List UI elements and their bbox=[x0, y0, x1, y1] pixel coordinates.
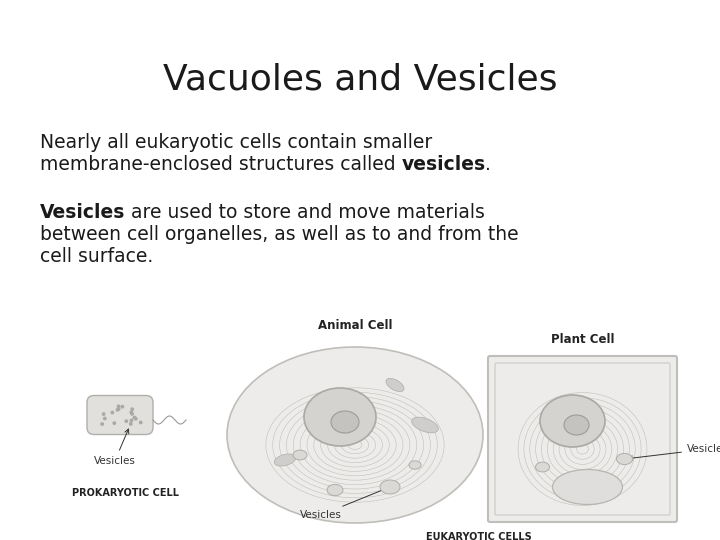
Ellipse shape bbox=[409, 461, 421, 469]
Circle shape bbox=[121, 406, 124, 408]
Ellipse shape bbox=[331, 411, 359, 433]
Text: .: . bbox=[485, 155, 491, 174]
Circle shape bbox=[117, 405, 120, 408]
Text: Nearly all eukaryotic cells contain smaller: Nearly all eukaryotic cells contain smal… bbox=[40, 133, 432, 152]
Circle shape bbox=[130, 419, 132, 422]
Ellipse shape bbox=[380, 480, 400, 494]
Ellipse shape bbox=[552, 469, 623, 504]
Circle shape bbox=[111, 411, 114, 414]
Ellipse shape bbox=[564, 415, 589, 435]
Circle shape bbox=[125, 420, 127, 422]
Circle shape bbox=[131, 408, 133, 410]
Text: Plant Cell: Plant Cell bbox=[551, 333, 614, 346]
Ellipse shape bbox=[536, 462, 549, 472]
Ellipse shape bbox=[304, 388, 376, 446]
Text: Animal Cell: Animal Cell bbox=[318, 319, 392, 332]
Circle shape bbox=[117, 408, 120, 410]
Ellipse shape bbox=[412, 417, 438, 433]
Ellipse shape bbox=[386, 379, 404, 392]
Circle shape bbox=[101, 423, 104, 425]
Ellipse shape bbox=[293, 450, 307, 460]
Circle shape bbox=[133, 416, 135, 419]
Text: Vesicles: Vesicles bbox=[40, 203, 125, 222]
Ellipse shape bbox=[274, 454, 296, 466]
Circle shape bbox=[131, 413, 133, 415]
Ellipse shape bbox=[327, 484, 343, 496]
Ellipse shape bbox=[540, 395, 605, 447]
Circle shape bbox=[117, 409, 119, 411]
Ellipse shape bbox=[227, 347, 483, 523]
Text: Vesicles: Vesicles bbox=[629, 444, 720, 460]
Text: Vesicles: Vesicles bbox=[300, 488, 387, 520]
Circle shape bbox=[102, 413, 105, 415]
FancyBboxPatch shape bbox=[488, 356, 677, 522]
Text: cell surface.: cell surface. bbox=[40, 247, 153, 266]
Text: PROKARYOTIC CELL: PROKARYOTIC CELL bbox=[71, 488, 179, 497]
Circle shape bbox=[130, 411, 132, 414]
Circle shape bbox=[113, 422, 115, 424]
Circle shape bbox=[135, 417, 137, 420]
Text: between cell organelles, as well as to and from the: between cell organelles, as well as to a… bbox=[40, 225, 518, 244]
Text: vesicles: vesicles bbox=[401, 155, 485, 174]
Text: membrane-enclosed structures called: membrane-enclosed structures called bbox=[40, 155, 401, 174]
Text: Vesicles: Vesicles bbox=[94, 429, 136, 465]
Ellipse shape bbox=[616, 454, 632, 464]
FancyBboxPatch shape bbox=[87, 395, 153, 435]
Text: are used to store and move materials: are used to store and move materials bbox=[125, 203, 485, 222]
Text: Vacuoles and Vesicles: Vacuoles and Vesicles bbox=[163, 62, 557, 96]
Circle shape bbox=[104, 417, 106, 420]
Circle shape bbox=[140, 421, 142, 424]
Text: EUKARYOTIC CELLS: EUKARYOTIC CELLS bbox=[426, 532, 531, 540]
Circle shape bbox=[130, 423, 132, 425]
